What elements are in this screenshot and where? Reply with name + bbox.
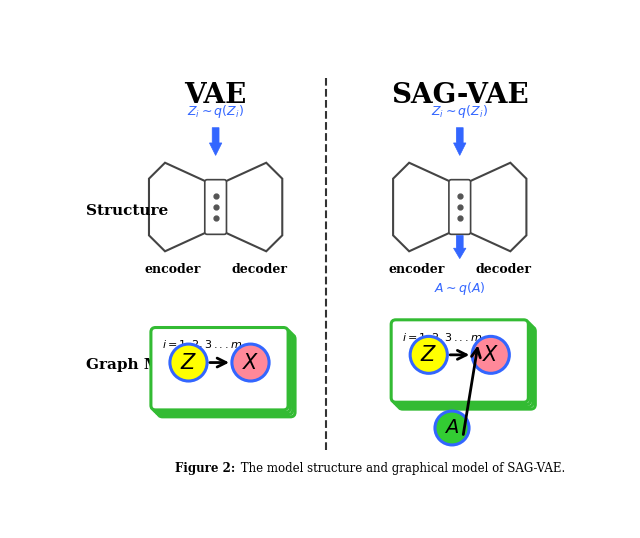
Text: The model structure and graphical model of SAG-VAE.: The model structure and graphical model … xyxy=(237,462,564,475)
Text: Graph Model: Graph Model xyxy=(86,358,197,372)
Circle shape xyxy=(170,344,207,381)
Text: $X$: $X$ xyxy=(482,345,500,365)
Text: Structure: Structure xyxy=(86,204,168,218)
Circle shape xyxy=(232,344,269,381)
Polygon shape xyxy=(454,128,466,155)
Polygon shape xyxy=(454,236,466,259)
FancyBboxPatch shape xyxy=(449,180,470,235)
Circle shape xyxy=(435,411,469,445)
Text: decoder: decoder xyxy=(476,263,532,276)
Text: $A$: $A$ xyxy=(445,419,460,437)
FancyBboxPatch shape xyxy=(151,328,288,410)
Text: $A{\sim}q(A)$: $A{\sim}q(A)$ xyxy=(434,280,486,297)
Text: encoder: encoder xyxy=(145,263,201,276)
Text: VAE: VAE xyxy=(184,81,247,109)
FancyBboxPatch shape xyxy=(398,327,535,409)
FancyBboxPatch shape xyxy=(394,322,531,405)
Text: decoder: decoder xyxy=(232,263,288,276)
Polygon shape xyxy=(209,128,222,155)
Text: $Z_i{\sim}q(Z_i)$: $Z_i{\sim}q(Z_i)$ xyxy=(431,103,488,120)
FancyBboxPatch shape xyxy=(396,324,533,407)
FancyBboxPatch shape xyxy=(156,332,292,414)
FancyBboxPatch shape xyxy=(153,330,291,412)
Text: $Z$: $Z$ xyxy=(420,345,437,365)
FancyBboxPatch shape xyxy=(158,335,295,417)
Circle shape xyxy=(472,336,509,373)
Text: $i = 1,2,3\,...m$: $i = 1,2,3\,...m$ xyxy=(402,330,483,344)
Circle shape xyxy=(410,336,447,373)
Text: $Z_i{\sim}q(Z_i)$: $Z_i{\sim}q(Z_i)$ xyxy=(187,103,244,120)
Text: encoder: encoder xyxy=(389,263,445,276)
Text: Figure 2:: Figure 2: xyxy=(175,462,235,475)
FancyBboxPatch shape xyxy=(391,320,529,402)
Text: SAG-VAE: SAG-VAE xyxy=(391,81,529,109)
Text: $Z$: $Z$ xyxy=(180,352,197,372)
Text: $i = 1,2,3\,...m$: $i = 1,2,3\,...m$ xyxy=(162,338,242,351)
Text: $X$: $X$ xyxy=(242,352,259,372)
FancyBboxPatch shape xyxy=(205,180,227,235)
